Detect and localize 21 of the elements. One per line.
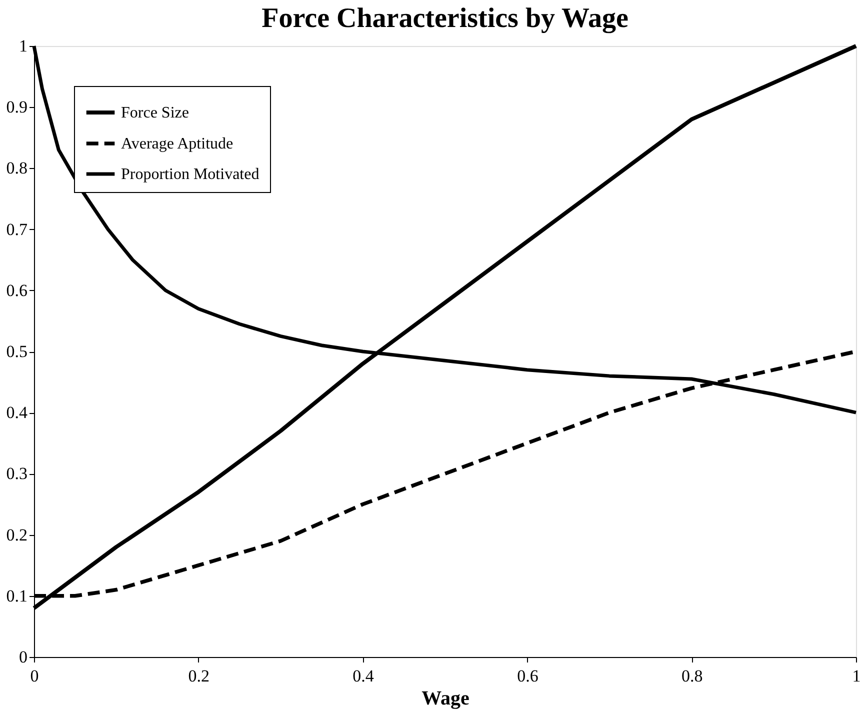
legend-label: Proportion Motivated	[121, 166, 260, 183]
chart-title: Force Characteristics by Wage	[262, 3, 628, 34]
y-tick-label: 0.4	[6, 403, 28, 422]
x-axis-title: Wage	[422, 688, 470, 710]
y-tick-label: 0.3	[6, 464, 28, 484]
y-tick-label: 1	[19, 36, 28, 56]
y-tick-label: 0.1	[6, 586, 28, 606]
y-tick-label: 0.5	[6, 342, 28, 361]
y-tick-label: 0.7	[6, 220, 28, 239]
y-tick-label: 0.8	[6, 158, 28, 178]
x-tick-label: 1	[852, 666, 861, 686]
x-tick-label: 0.6	[517, 666, 538, 686]
x-tick-label: 0.4	[352, 666, 374, 686]
y-tick-label: 0.2	[6, 525, 28, 544]
legend-label: Force Size	[121, 104, 189, 122]
x-tick-label: 0.8	[681, 666, 703, 686]
y-tick-label: 0	[19, 648, 28, 666]
x-tick-label: 0.2	[188, 666, 210, 686]
y-tick-label: 0.6	[6, 280, 28, 300]
legend-label: Average Aptitude	[121, 136, 234, 152]
y-tick-label: 0.9	[6, 98, 28, 117]
